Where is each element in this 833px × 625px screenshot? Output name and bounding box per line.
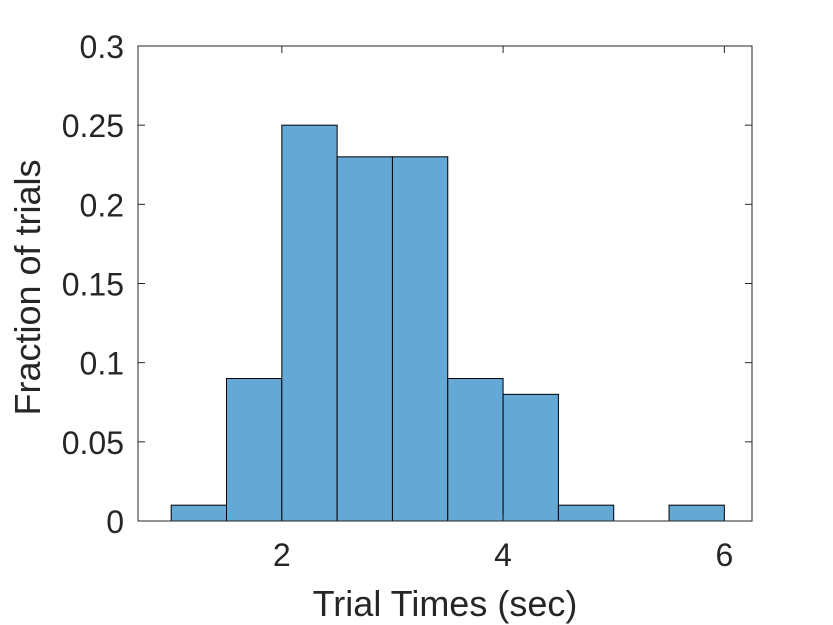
x-tick-label: 4 bbox=[494, 537, 512, 573]
histogram-bar bbox=[447, 378, 504, 522]
bars-group bbox=[170, 124, 725, 522]
histogram-bar bbox=[502, 393, 559, 522]
histogram-bar bbox=[557, 504, 615, 522]
y-axis-label: Fraction of trials bbox=[7, 159, 48, 415]
y-tick-label: 0.3 bbox=[80, 29, 124, 65]
y-tick-label: 0.15 bbox=[62, 267, 124, 303]
y-tick-label: 0.1 bbox=[80, 346, 124, 382]
y-tick-label: 0 bbox=[106, 504, 124, 540]
histogram-bar bbox=[391, 156, 449, 522]
histogram-bar bbox=[281, 124, 338, 522]
histogram-bar bbox=[226, 378, 283, 522]
x-axis-label: Trial Times (sec) bbox=[313, 583, 578, 624]
y-tick-label: 0.25 bbox=[62, 108, 124, 144]
histogram-bar bbox=[170, 504, 228, 522]
histogram-bar bbox=[336, 156, 393, 522]
ticks-group bbox=[138, 45, 752, 522]
y-tick-label: 0.05 bbox=[62, 425, 124, 461]
y-tick-label: 0.2 bbox=[80, 187, 124, 223]
histogram-bar bbox=[668, 504, 725, 522]
x-tick-label: 6 bbox=[715, 537, 733, 573]
tick-labels-group: 2 4 6 0 0.05 0.1 0.15 0.2 0.25 0.3 bbox=[62, 29, 734, 573]
x-tick-label: 2 bbox=[273, 537, 291, 573]
